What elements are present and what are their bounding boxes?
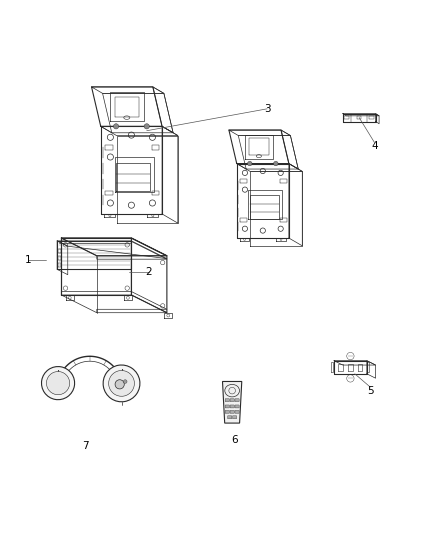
Text: 7: 7: [82, 441, 89, 451]
Text: 3: 3: [264, 104, 271, 114]
Text: 4: 4: [371, 141, 378, 151]
FancyBboxPatch shape: [230, 399, 234, 402]
FancyBboxPatch shape: [225, 405, 230, 408]
FancyBboxPatch shape: [228, 416, 232, 419]
FancyBboxPatch shape: [233, 416, 237, 419]
Ellipse shape: [46, 372, 70, 395]
Circle shape: [144, 124, 149, 129]
Text: 2: 2: [145, 266, 152, 277]
Text: 5: 5: [367, 386, 374, 397]
Ellipse shape: [103, 365, 140, 402]
Text: 6: 6: [231, 434, 238, 445]
Circle shape: [115, 379, 124, 389]
FancyBboxPatch shape: [230, 410, 234, 413]
Text: 1: 1: [25, 255, 32, 265]
FancyBboxPatch shape: [230, 405, 234, 408]
Polygon shape: [223, 382, 242, 423]
FancyBboxPatch shape: [235, 399, 239, 402]
FancyBboxPatch shape: [235, 410, 239, 413]
Circle shape: [113, 124, 119, 129]
Circle shape: [274, 161, 278, 166]
FancyBboxPatch shape: [225, 399, 230, 402]
Ellipse shape: [109, 370, 134, 396]
Circle shape: [124, 379, 127, 383]
Circle shape: [247, 161, 252, 166]
FancyBboxPatch shape: [235, 405, 239, 408]
Ellipse shape: [42, 367, 74, 400]
FancyBboxPatch shape: [225, 410, 230, 413]
